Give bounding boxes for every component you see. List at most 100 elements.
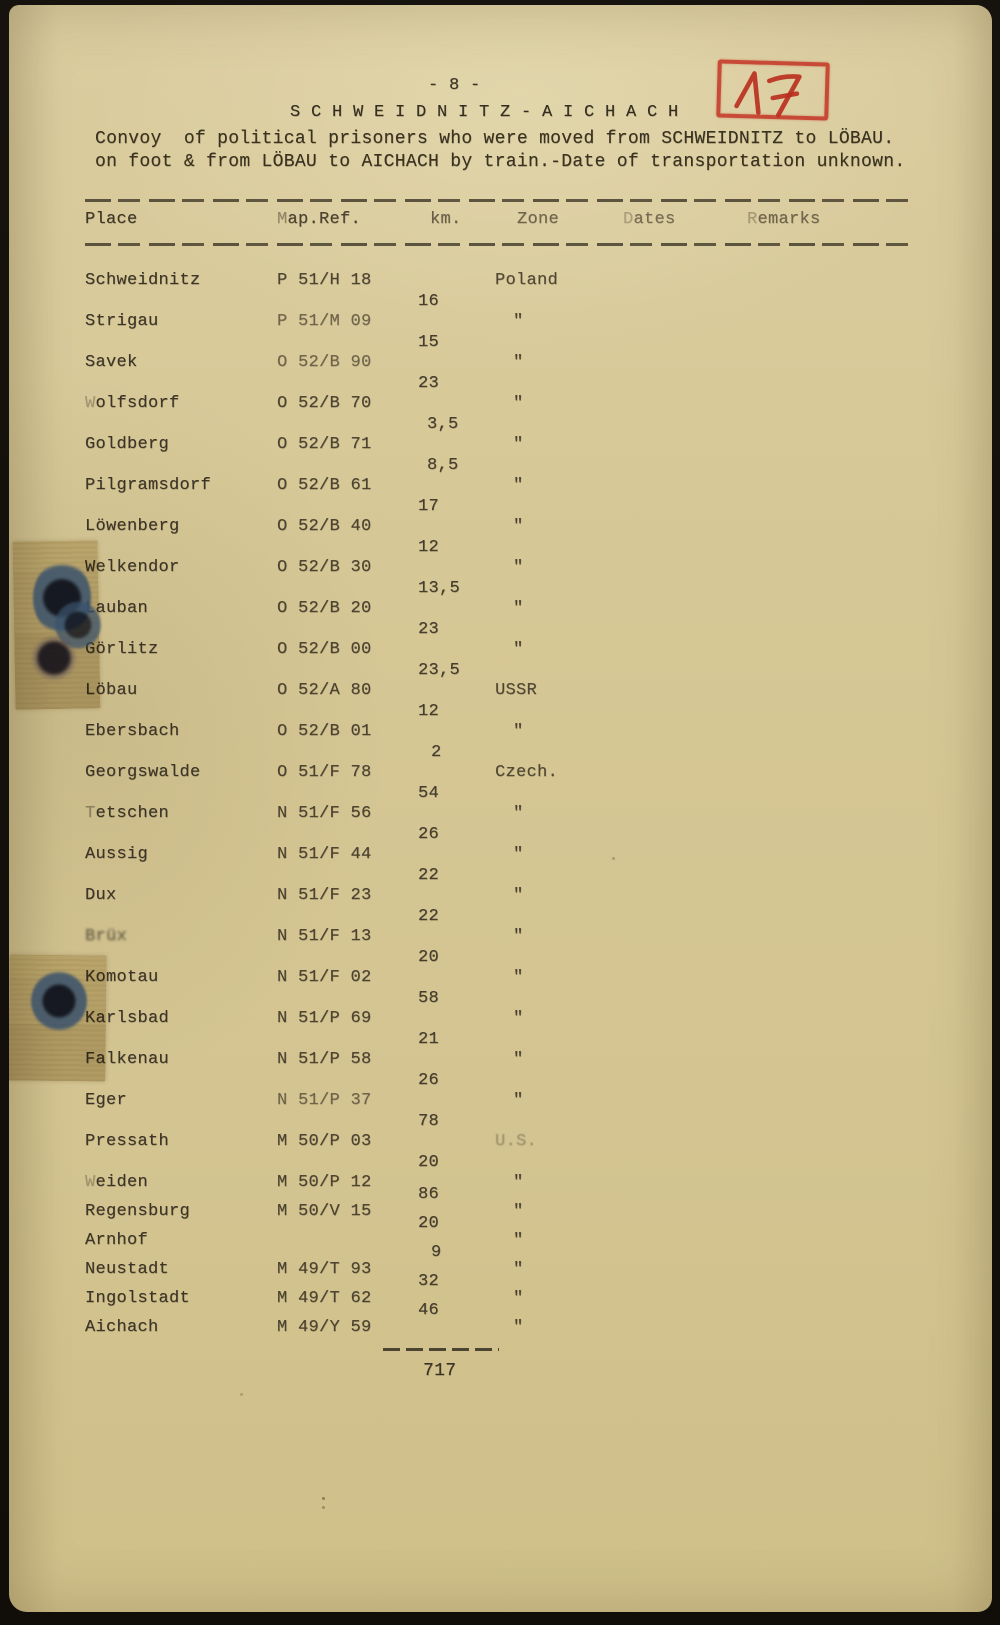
zone-cell: " [513,599,524,618]
table-row: Löbau O 52/A 80 USSR 12 [9,681,992,722]
table-header-row: Place Map.Ref. km. Zone Dates Remarks [9,210,992,232]
table-row: Arnhof " 9 [9,1231,992,1262]
map-ref-cell: M 49/T 62 [277,1289,372,1308]
km-value: 23 [418,620,440,639]
place-cell: Wolfsdorf [85,394,180,413]
map-ref-cell: P 51/H 18 [277,271,372,290]
table-header-bottom-rule [85,243,913,246]
zone-cell: " [513,1202,524,1221]
map-ref-cell: O 52/B 00 [277,640,372,659]
km-value: 23 [418,374,440,393]
km-value: 20 [418,1214,440,1233]
zone-cell: " [513,476,524,495]
place-cell: Arnhof [85,1231,149,1250]
intro-text-line1: Convoy of political prisoners who were m… [95,129,895,149]
km-value: 46 [418,1301,440,1320]
table-row: Brüx N 51/F 13 " 20 [9,927,992,968]
place-cell: Aichach [85,1318,159,1337]
map-ref-cell: O 52/B 90 [277,353,372,372]
zone-cell: U.S. [495,1132,538,1151]
map-ref-cell: N 51/P 69 [277,1009,372,1028]
table-row: Aussig N 51/F 44 " 22 [9,845,992,886]
place-cell: Schweidnitz [85,271,201,290]
km-value: 13,5 [418,579,461,598]
table-row: Görlitz O 52/B 00 " 23,5 [9,640,992,681]
table-row: Eger N 51/P 37 " 78 [9,1091,992,1132]
table-row: Wolfsdorf O 52/B 70 " 3,5 [9,394,992,435]
place-cell: Ingolstadt [85,1289,191,1308]
zone-cell: " [513,640,524,659]
zone-cell: " [513,1318,524,1337]
table-row: Goldberg O 52/B 71 " 8,5 [9,435,992,476]
map-ref-cell: O 52/A 80 [277,681,372,700]
map-ref-cell: O 52/B 40 [277,517,372,536]
km-value: 26 [418,825,440,844]
zone-cell: " [513,353,524,372]
total-km-value: 717 [423,1361,457,1381]
map-ref-cell: O 51/F 78 [277,763,372,782]
place-cell: Pressath [85,1132,170,1151]
table-top-rule [85,199,913,202]
place-cell: Georgswalde [85,763,201,782]
table-row: Lauban O 52/B 20 " 23 [9,599,992,640]
map-ref-cell: M 49/T 93 [277,1260,372,1279]
zone-cell: " [513,312,524,331]
km-value: 22 [418,907,440,926]
table-row: Pilgramsdorf O 52/B 61 " 17 [9,476,992,517]
zone-cell: " [513,558,524,577]
punch-hole-icon [31,971,87,1031]
place-cell: Dux [85,886,117,905]
table-row: Aichach M 49/Y 59 " [9,1318,992,1347]
column-header-km: km. [430,210,462,229]
map-ref-cell: O 52/B 01 [277,722,372,741]
punch-hole-icon [31,635,77,681]
column-header-mapref: Map.Ref. [277,210,362,229]
zone-cell: " [513,1050,524,1069]
km-value: 22 [418,866,440,885]
place-cell: Strigau [85,312,159,331]
km-value: 23,5 [418,661,461,680]
place-cell: Lauban [85,599,149,618]
km-value: 15 [418,333,440,352]
table-row: Ebersbach O 52/B 01 " 2 [9,722,992,763]
place-cell: Falkenau [85,1050,170,1069]
column-header-zone: Zone [517,210,560,229]
map-ref-cell: O 52/B 70 [277,394,372,413]
table-row: Schweidnitz P 51/H 18 Poland 16 [9,271,992,312]
km-value: 32 [418,1272,440,1291]
km-value: 8,5 [427,456,459,475]
zone-cell: USSR [495,681,538,700]
archive-stamp-box [716,59,830,121]
map-ref-cell: O 52/B 30 [277,558,372,577]
zone-cell: " [513,435,524,454]
page-number: - 8 - [428,76,481,95]
table-row: Tetschen N 51/F 56 " 26 [9,804,992,845]
km-value: 78 [418,1112,440,1131]
zone-cell: " [513,1289,524,1308]
km-value: 2 [431,743,442,762]
table-row: Dux N 51/F 23 " 22 [9,886,992,927]
map-ref-cell: N 51/P 58 [277,1050,372,1069]
place-cell: Brüx [85,927,128,946]
map-ref-cell: O 52/B 71 [277,435,372,454]
place-cell: Regensburg [85,1202,191,1221]
column-header-place: Place [85,210,138,229]
map-ref-cell: M 49/Y 59 [277,1318,372,1337]
table-row: Savek O 52/B 90 " 23 [9,353,992,394]
document-title: S C H W E I D N I T Z - A I C H A C H [290,103,679,122]
km-value: 12 [418,702,440,721]
place-cell: Goldberg [85,435,170,454]
km-value: 3,5 [427,415,459,434]
map-ref-cell: N 51/F 13 [277,927,372,946]
zone-cell: Poland [495,271,559,290]
place-cell: Löwenberg [85,517,180,536]
table-row: Karlsbad N 51/P 69 " 21 [9,1009,992,1050]
map-ref-cell: M 50/V 15 [277,1202,372,1221]
km-value: 21 [418,1030,440,1049]
column-header-remarks: Remarks [747,210,821,229]
km-value: 86 [418,1185,440,1204]
km-value: 12 [418,538,440,557]
zone-cell: " [513,968,524,987]
table-row: Falkenau N 51/P 58 " 26 [9,1050,992,1091]
